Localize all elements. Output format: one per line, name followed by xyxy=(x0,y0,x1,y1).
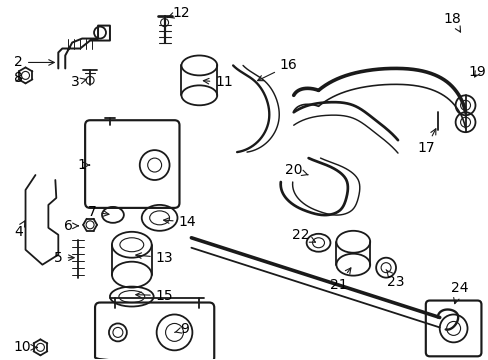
Text: 9: 9 xyxy=(174,323,188,337)
Text: 6: 6 xyxy=(63,219,79,233)
Text: 24: 24 xyxy=(450,280,468,303)
Text: 20: 20 xyxy=(285,163,307,177)
Text: 19: 19 xyxy=(468,66,486,80)
Text: 3: 3 xyxy=(71,75,86,89)
Text: 5: 5 xyxy=(54,251,74,265)
Text: 18: 18 xyxy=(443,12,461,32)
Text: 2: 2 xyxy=(14,55,54,69)
Text: 13: 13 xyxy=(136,251,173,265)
Text: 22: 22 xyxy=(291,228,315,242)
Text: 15: 15 xyxy=(136,289,173,302)
Text: 1: 1 xyxy=(78,158,89,172)
Text: 4: 4 xyxy=(14,221,25,239)
Text: 21: 21 xyxy=(329,268,350,292)
Text: 11: 11 xyxy=(203,75,233,89)
Text: 8: 8 xyxy=(14,71,23,85)
Text: 16: 16 xyxy=(257,58,297,81)
Text: 7: 7 xyxy=(87,205,109,219)
Text: 23: 23 xyxy=(386,270,404,289)
Text: 17: 17 xyxy=(416,129,435,155)
Text: 10: 10 xyxy=(14,340,37,354)
Text: 14: 14 xyxy=(163,215,196,229)
Text: 12: 12 xyxy=(167,6,190,20)
